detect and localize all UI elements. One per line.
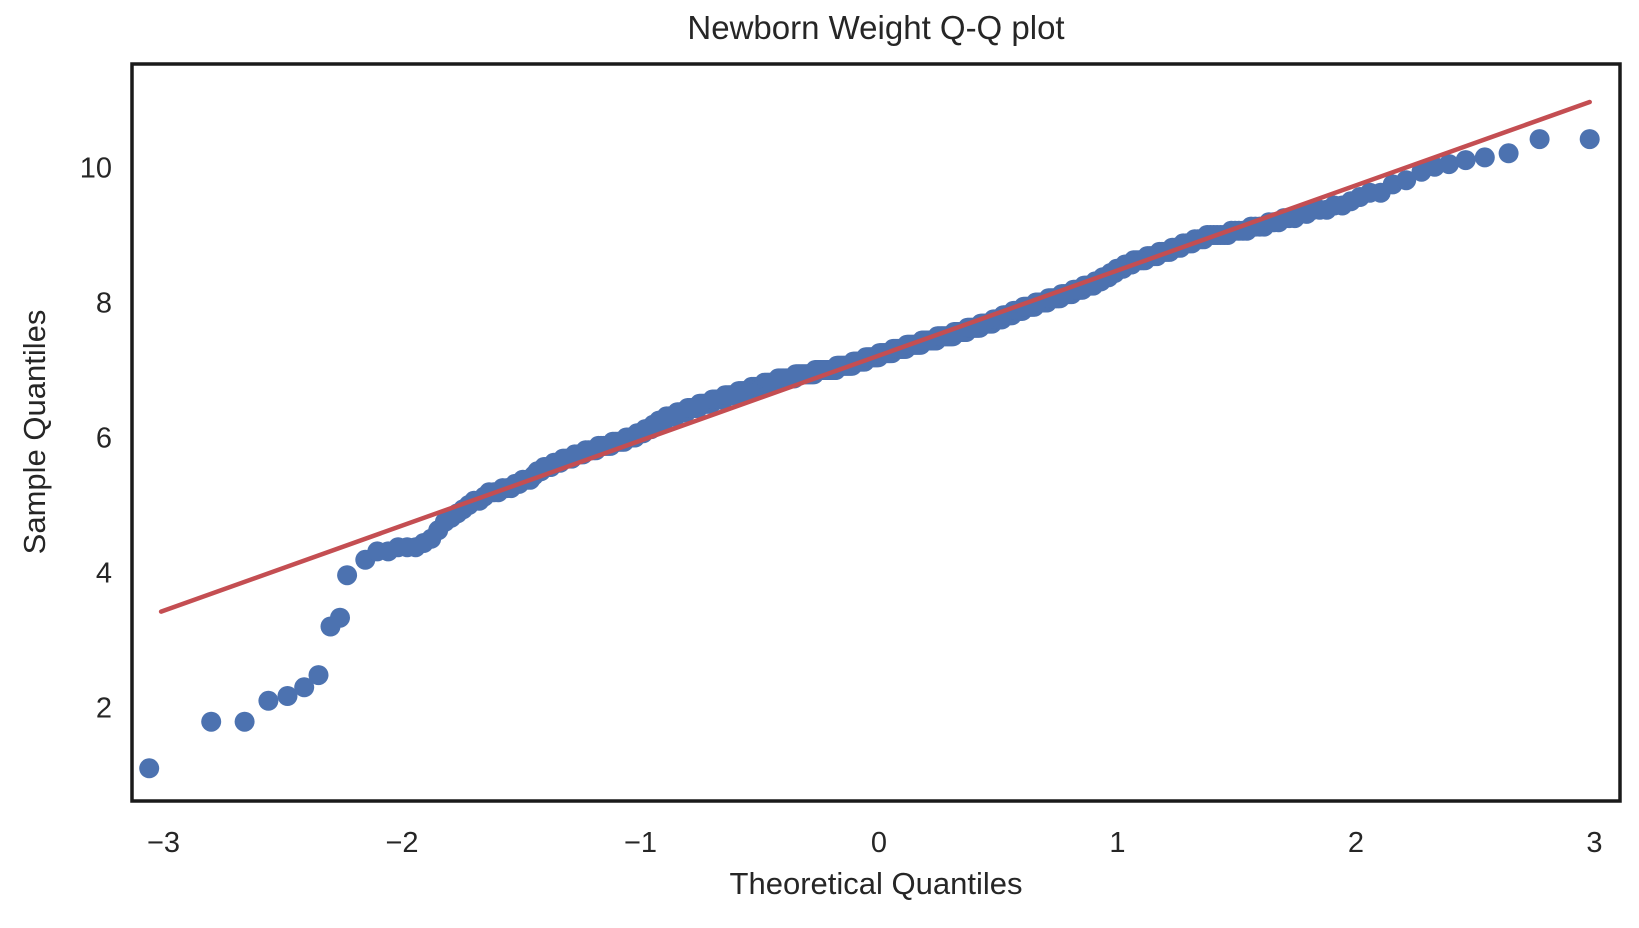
x-tick-label: 0 bbox=[871, 827, 887, 859]
x-tick-label: −3 bbox=[147, 827, 180, 859]
x-axis-label: Theoretical Quantiles bbox=[729, 866, 1023, 901]
plot-border bbox=[130, 62, 1622, 803]
scatter-points bbox=[355, 161, 1432, 570]
x-tick-label: 3 bbox=[1586, 827, 1602, 859]
y-tick-label: 8 bbox=[96, 288, 112, 320]
y-tick-label: 6 bbox=[96, 423, 112, 455]
y-tick-label: 4 bbox=[96, 558, 112, 590]
y-tick-label: 10 bbox=[80, 153, 112, 185]
x-tick-label: 2 bbox=[1348, 827, 1364, 859]
x-tick-labels: −3 −2 −1 0 1 2 3 bbox=[147, 827, 1603, 859]
x-tick-label: 1 bbox=[1109, 827, 1125, 859]
tail-points bbox=[139, 129, 1600, 779]
reference-line bbox=[158, 99, 1592, 614]
chart-title: Newborn Weight Q-Q plot bbox=[687, 9, 1065, 46]
y-tick-label: 2 bbox=[96, 693, 112, 725]
x-tick-label: −2 bbox=[385, 827, 418, 859]
x-tick-label: −1 bbox=[624, 827, 657, 859]
y-axis-label: Sample Quantiles bbox=[17, 309, 52, 555]
y-tick-labels: 2 4 6 8 10 bbox=[80, 153, 112, 725]
